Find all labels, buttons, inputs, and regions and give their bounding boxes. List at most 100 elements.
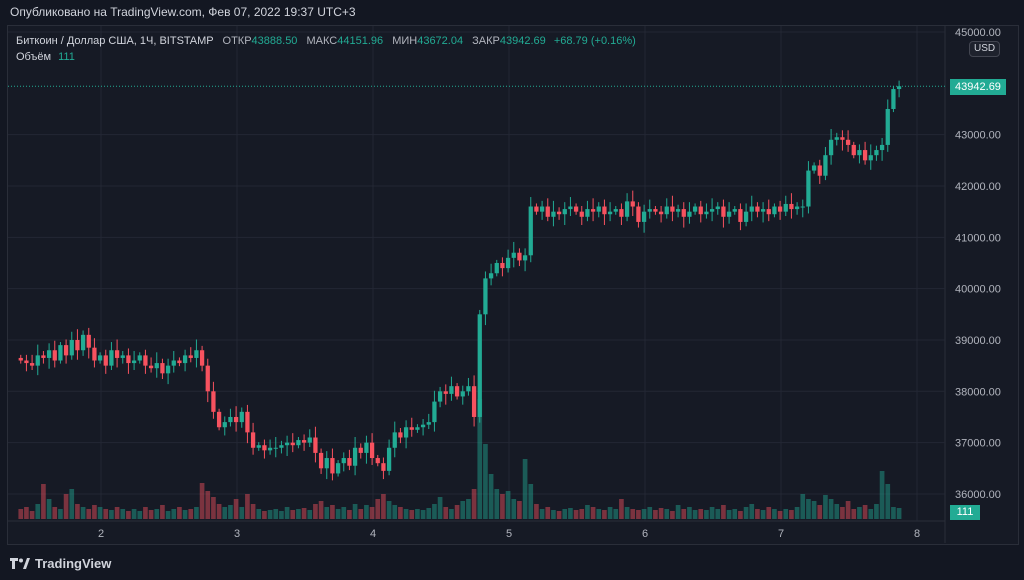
- volume-bar: [607, 507, 613, 519]
- candle-body: [545, 206, 550, 217]
- candle-body: [409, 427, 414, 430]
- volume-bar: [743, 507, 749, 519]
- candle-body: [885, 108, 890, 145]
- volume-bar: [222, 507, 228, 519]
- volume-bar: [619, 499, 624, 519]
- candle-body: [891, 89, 896, 109]
- volume-bar: [522, 459, 528, 519]
- candle-body: [284, 442, 290, 446]
- candle-body: [687, 211, 692, 217]
- candle-body: [828, 139, 834, 156]
- volume-bar: [528, 484, 534, 519]
- volume-bar: [233, 499, 239, 519]
- volume-bar: [154, 509, 160, 519]
- candle-body: [69, 339, 74, 356]
- volume-bar: [324, 507, 330, 519]
- volume-bar: [556, 511, 562, 519]
- volume-bar: [381, 494, 386, 519]
- volume-bar: [568, 508, 573, 519]
- candle-body: [420, 424, 426, 428]
- volume-bar: [851, 509, 857, 519]
- volume-bar: [392, 505, 398, 519]
- volume-bar: [205, 491, 211, 519]
- candle-body: [704, 211, 709, 215]
- volume-bar: [755, 509, 760, 519]
- y-tick-label: 40000.00: [955, 284, 1001, 296]
- candle-body: [267, 447, 273, 451]
- candle-body: [857, 150, 862, 156]
- candle-body: [222, 422, 227, 428]
- candle-body: [80, 334, 86, 351]
- volume-bar: [279, 511, 284, 519]
- volume-bar: [267, 510, 273, 519]
- candle-body: [715, 206, 720, 210]
- volume-bar: [18, 509, 24, 519]
- candle-body: [177, 360, 182, 364]
- candle-body: [41, 355, 46, 358]
- volume-bar: [239, 507, 245, 519]
- volume-bar: [199, 483, 205, 519]
- volume-bar: [670, 511, 675, 519]
- candle-body: [692, 206, 698, 212]
- volume-bar: [579, 509, 585, 519]
- y-tick-label: 45000.00: [955, 27, 1001, 39]
- change-value: +68.79 (+0.16%): [553, 35, 636, 47]
- candle-body: [381, 463, 386, 471]
- volume-bar: [188, 509, 194, 519]
- volume-bar: [364, 505, 369, 519]
- volume-bar: [732, 509, 738, 519]
- volume-bar: [874, 504, 879, 519]
- volume-bar: [143, 507, 148, 519]
- candle-body: [239, 411, 244, 423]
- x-tick-label: 3: [234, 528, 240, 540]
- candle-body: [755, 206, 760, 212]
- volume-bar: [511, 499, 517, 519]
- candle-body: [562, 209, 567, 215]
- currency-button[interactable]: USD: [969, 41, 1001, 57]
- volume-bar: [307, 510, 313, 519]
- candle-body: [766, 209, 771, 215]
- volume-bar: [86, 509, 92, 519]
- candle-body: [709, 209, 715, 212]
- candle-body: [568, 206, 573, 210]
- candle-body: [511, 252, 516, 258]
- candle-body: [432, 401, 437, 423]
- volume-bar: [426, 508, 432, 519]
- candle-body: [114, 350, 120, 358]
- candle-body: [403, 427, 409, 438]
- last-volume-tag: 111: [950, 505, 980, 520]
- volume-bar: [245, 494, 250, 519]
- candle-body: [24, 360, 29, 364]
- volume-bar: [879, 471, 885, 519]
- high-value: 44151.96: [337, 35, 384, 47]
- volume-bar: [590, 507, 596, 519]
- volume-bar: [318, 501, 324, 519]
- volume-bar: [613, 509, 619, 519]
- volume-bar: [58, 509, 63, 519]
- volume-bar: [789, 510, 794, 519]
- volume-bar: [103, 509, 109, 519]
- candle-body: [505, 257, 511, 269]
- volume-bar: [273, 509, 279, 519]
- volume-bar: [517, 501, 522, 519]
- candle-body: [307, 437, 312, 443]
- candle-body: [539, 206, 545, 212]
- candle-body: [148, 365, 154, 369]
- volume-bar: [420, 510, 426, 519]
- candle-body: [551, 211, 556, 217]
- volume-bar: [709, 507, 715, 519]
- candle-body: [460, 391, 465, 397]
- candle-body: [386, 447, 392, 471]
- chart-panel[interactable]: [7, 25, 1019, 545]
- volume-bar: [891, 507, 896, 519]
- candle-body: [301, 440, 307, 443]
- candle-body: [840, 137, 845, 140]
- candle-body: [273, 447, 278, 449]
- tradingview-logo[interactable]: TradingView: [10, 556, 111, 571]
- candle-body: [534, 206, 539, 212]
- volume-bar: [704, 510, 709, 519]
- candle-body: [313, 437, 318, 453]
- volume-bar: [500, 494, 505, 519]
- volume-bar: [630, 509, 636, 519]
